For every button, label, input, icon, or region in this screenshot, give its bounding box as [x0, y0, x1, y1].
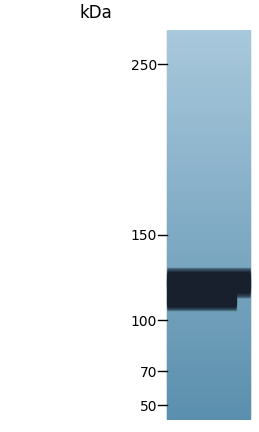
- Text: kDa: kDa: [80, 4, 112, 22]
